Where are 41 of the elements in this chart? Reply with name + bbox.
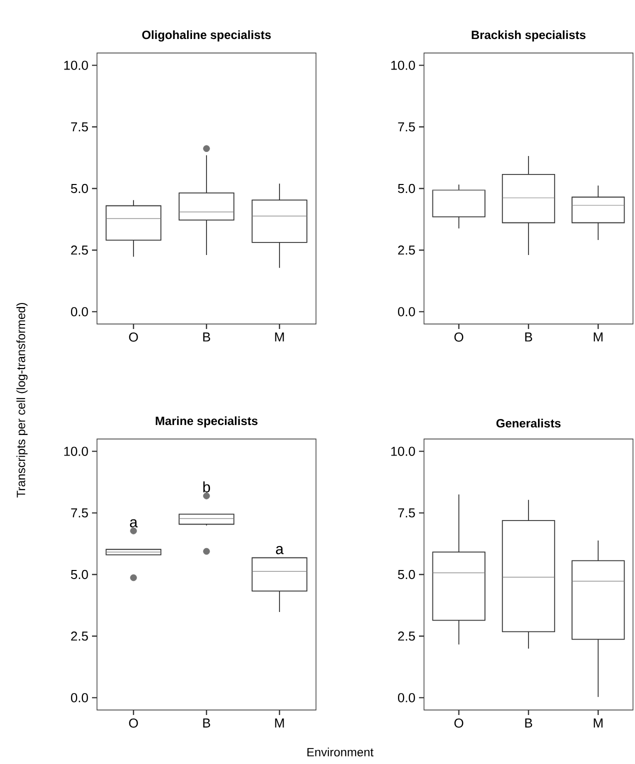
y-tick-label: 0.0 <box>398 307 415 316</box>
x-tick-label: O <box>454 332 464 342</box>
y-tick-label: 2.5 <box>71 632 88 641</box>
y-tick-label: 2.5 <box>398 246 415 255</box>
chart-title: Marine specialists <box>156 416 258 428</box>
y-tick-label: 2.5 <box>398 632 415 641</box>
y-tick-label: 0.0 <box>70 307 88 316</box>
y-tick-label: 10.0 <box>391 60 415 70</box>
x-tick-label: O <box>129 332 138 342</box>
x-tick-label: M <box>275 332 284 342</box>
y-tick-label: 5.0 <box>398 570 415 580</box>
x-tick-label: B <box>203 718 210 728</box>
y-tick-label: 5.0 <box>70 570 88 580</box>
annotation: b <box>203 481 210 492</box>
x-tick-label: B <box>203 332 210 342</box>
y-tick-label: 7.5 <box>71 508 88 518</box>
y-tick-label: 10.0 <box>64 60 88 70</box>
x-tick-label: B <box>525 332 532 342</box>
chart-title: Oligohaline specialists <box>142 30 271 42</box>
x-tick-label: O <box>454 718 464 728</box>
y-tick-label: 5.0 <box>398 184 415 194</box>
y-tick-label: 7.5 <box>71 122 88 132</box>
x-tick-label: M <box>594 332 603 342</box>
x-tick-label: O <box>129 718 138 728</box>
annotation: a <box>276 546 284 554</box>
x-tick-label: M <box>594 718 603 728</box>
y-tick-label: 0.0 <box>70 693 88 702</box>
y-tick-label: 2.5 <box>71 246 88 255</box>
y-tick-label: 10.0 <box>391 446 415 456</box>
x-tick-label: B <box>525 718 532 728</box>
annotation: a <box>130 519 138 528</box>
y-tick-label: 7.5 <box>398 122 415 132</box>
y-tick-label: 7.5 <box>398 508 415 518</box>
y-axis-title: Transcripts per cell (log-transformed) <box>16 303 28 498</box>
x-tick-label: M <box>275 718 284 728</box>
chart-title: Brackish specialists <box>472 30 586 42</box>
chart-title: Generalists <box>496 418 561 428</box>
y-tick-label: 10.0 <box>64 446 88 456</box>
y-tick-label: 5.0 <box>70 184 88 194</box>
y-tick-label: 0.0 <box>398 693 415 702</box>
x-axis-title: Environment <box>307 748 374 756</box>
